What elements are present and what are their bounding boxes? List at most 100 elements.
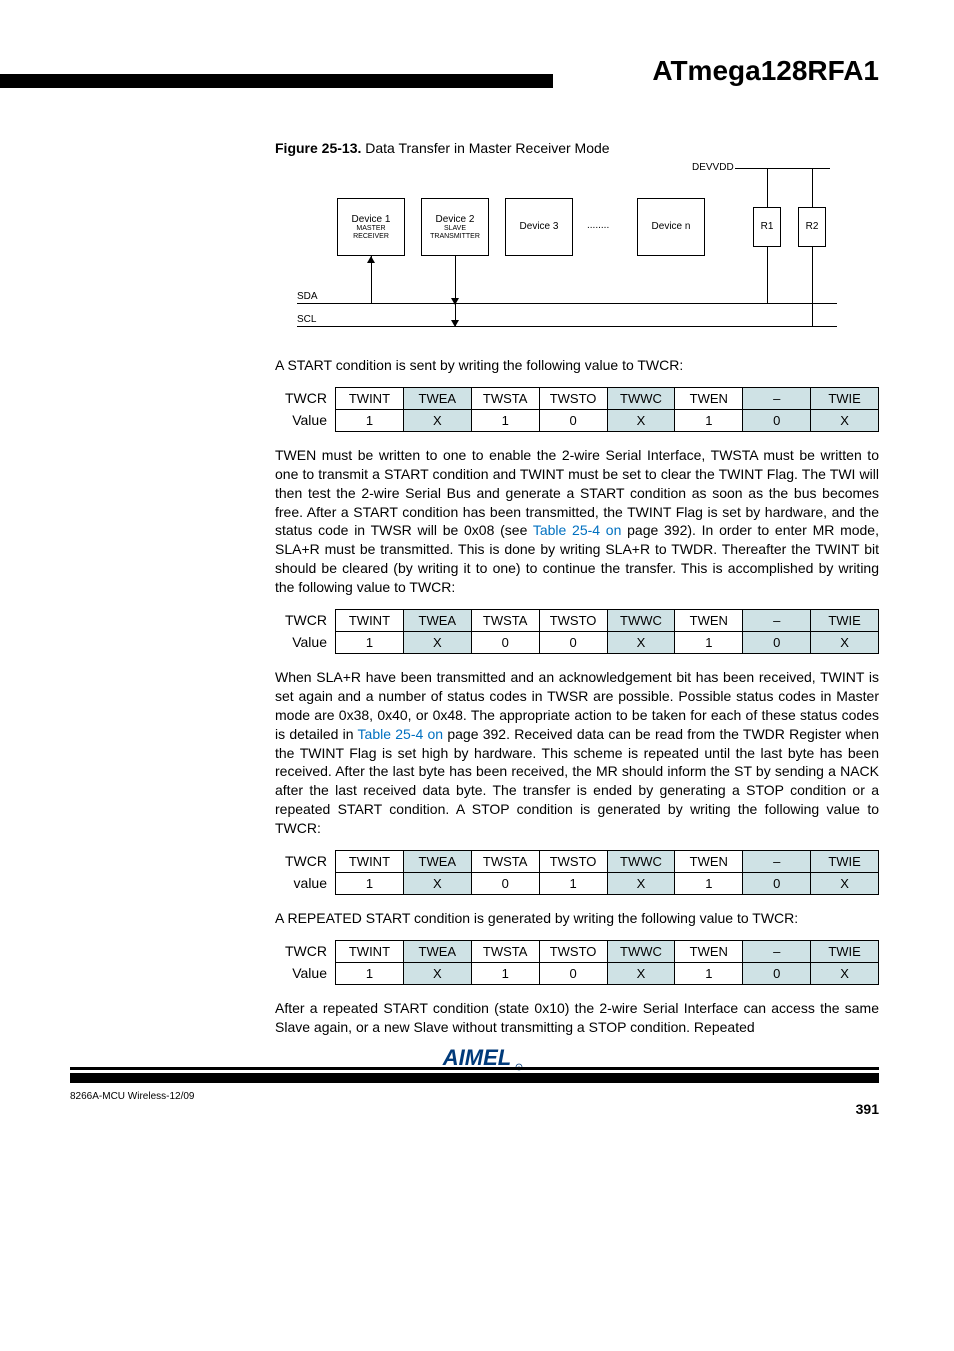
twcr-label: TWCR xyxy=(275,940,327,962)
twcr-header-cell: TWWC xyxy=(607,387,675,409)
twcr-header-cell: TWINT xyxy=(336,610,404,632)
twcr-value-cell: 1 xyxy=(336,962,404,984)
twcr-value-cell: 0 xyxy=(471,873,539,895)
devvdd-label: DEVVDD xyxy=(692,162,734,173)
twcr-value-cell: 1 xyxy=(539,873,607,895)
value-label-lc: value xyxy=(275,872,327,894)
twcr-header-cell: TWIE xyxy=(811,940,879,962)
twcr-value-cell: X xyxy=(607,409,675,431)
twcr-header-cell: TWWC xyxy=(607,610,675,632)
twcr-header-cell: – xyxy=(743,610,811,632)
devicen-name: Device n xyxy=(652,221,691,233)
value-label: Value xyxy=(275,631,327,653)
twcr-header-cell: TWSTA xyxy=(471,387,539,409)
figure-diagram: DEVVDD Device 1 MASTER RECEIVER Device 2… xyxy=(297,162,857,342)
twcr-table-4: TWCR Value TWINTTWEATWSTATWSTOTWWCTWEN–T… xyxy=(275,940,879,985)
device1-name: Device 1 xyxy=(352,214,391,226)
twcr-value-cell: X xyxy=(811,873,879,895)
twcr-header-cell: TWSTA xyxy=(471,610,539,632)
figure-caption-text: Data Transfer in Master Receiver Mode xyxy=(361,140,609,156)
value-label: Value xyxy=(275,962,327,984)
twcr-value-cell: X xyxy=(607,962,675,984)
twcr-value-cell: 1 xyxy=(336,873,404,895)
page-header: ATmega128RFA1 xyxy=(0,0,954,100)
twcr-header-cell: TWWC xyxy=(607,940,675,962)
twcr-header-cell: TWINT xyxy=(336,851,404,873)
twcr-header-cell: TWSTO xyxy=(539,940,607,962)
header-rule xyxy=(0,74,553,88)
twcr-header-cell: TWIE xyxy=(811,387,879,409)
device3-box: Device 3 xyxy=(505,198,573,256)
twcr-value-cell: X xyxy=(811,409,879,431)
footer-docref: 8266A-MCU Wireless-12/09 xyxy=(70,1091,195,1102)
twcr-header-cell: – xyxy=(743,851,811,873)
device2-sub2: TRANSMITTER xyxy=(430,233,480,241)
twcr-value-cell: 1 xyxy=(675,632,743,654)
twcr-header-cell: TWEA xyxy=(403,610,471,632)
device1-sub2: RECEIVER xyxy=(353,233,389,241)
twcr-header-cell: TWEA xyxy=(403,851,471,873)
twcr-header-cell: TWEN xyxy=(675,851,743,873)
r1-label: R1 xyxy=(761,221,774,233)
dots-label: ........ xyxy=(587,220,609,231)
device2-box: Device 2 SLAVE TRANSMITTER xyxy=(421,198,489,256)
twcr-header-cell: TWEN xyxy=(675,940,743,962)
twcr-value-cell: X xyxy=(403,962,471,984)
link-table254-a[interactable]: Table 25-4 on xyxy=(533,522,622,538)
twcr-table-2: TWCR Value TWINTTWEATWSTATWSTOTWWCTWEN–T… xyxy=(275,609,879,654)
device2-name: Device 2 xyxy=(436,214,475,226)
twcr-value-cell: 0 xyxy=(743,962,811,984)
twcr-value-cell: X xyxy=(403,409,471,431)
r1-box: R1 xyxy=(753,207,781,247)
page-footer: AIMEL R 8266A-MCU Wireless-12/09 391 xyxy=(0,1067,954,1127)
twcr-header-cell: TWIE xyxy=(811,851,879,873)
twcr-label: TWCR xyxy=(275,850,327,872)
figure-caption-bold: Figure 25-13. xyxy=(275,140,361,156)
twcr-label: TWCR xyxy=(275,387,327,409)
devicen-box: Device n xyxy=(637,198,705,256)
twcr-header-cell: TWWC xyxy=(607,851,675,873)
para-start: A START condition is sent by writing the… xyxy=(275,356,879,375)
twcr-header-cell: TWSTO xyxy=(539,610,607,632)
figure-caption: Figure 25-13. Data Transfer in Master Re… xyxy=(275,140,879,156)
sda-label: SDA xyxy=(297,291,318,302)
twcr-header-cell: TWEA xyxy=(403,940,471,962)
chip-title: ATmega128RFA1 xyxy=(652,55,879,87)
value-label: Value xyxy=(275,409,327,431)
device2-sub1: SLAVE xyxy=(444,225,466,233)
atmel-logo: AIMEL R xyxy=(427,1045,527,1076)
r2-box: R2 xyxy=(798,207,826,247)
para-twen: TWEN must be written to one to enable th… xyxy=(275,446,879,597)
twcr-value-cell: X xyxy=(607,632,675,654)
twcr-table-3: TWCR value TWINTTWEATWSTATWSTOTWWCTWEN–T… xyxy=(275,850,879,895)
twcr-value-cell: 1 xyxy=(675,962,743,984)
twcr-value-cell: 0 xyxy=(539,632,607,654)
twcr-header-cell: TWEN xyxy=(675,387,743,409)
twcr-header-cell: TWINT xyxy=(336,387,404,409)
twcr-value-cell: 1 xyxy=(675,409,743,431)
para-sla-2: page 392. Received data can be read from… xyxy=(275,726,879,836)
para-after: After a repeated START condition (state … xyxy=(275,999,879,1037)
twcr-value-cell: X xyxy=(403,873,471,895)
twcr-value-cell: 0 xyxy=(743,873,811,895)
twcr-value-cell: 0 xyxy=(539,409,607,431)
twcr-header-cell: TWSTA xyxy=(471,851,539,873)
page-number: 391 xyxy=(856,1101,879,1117)
twcr-table-1: TWCR Value TWINTTWEATWSTATWSTOTWWCTWEN–T… xyxy=(275,387,879,432)
twcr-value-cell: X xyxy=(607,873,675,895)
twcr-header-cell: TWSTA xyxy=(471,940,539,962)
twcr-value-cell: 1 xyxy=(336,409,404,431)
device1-sub1: MASTER xyxy=(356,225,385,233)
document-body: Figure 25-13. Data Transfer in Master Re… xyxy=(275,100,879,1037)
link-table254-b[interactable]: Table 25-4 on xyxy=(358,726,444,742)
twcr-value-cell: 0 xyxy=(743,632,811,654)
twcr-value-cell: 0 xyxy=(539,962,607,984)
para-sla: When SLA+R have been transmitted and an … xyxy=(275,668,879,838)
scl-label: SCL xyxy=(297,314,316,325)
twcr-header-cell: TWIE xyxy=(811,610,879,632)
twcr-header-cell: TWEA xyxy=(403,387,471,409)
twcr-value-cell: 1 xyxy=(471,409,539,431)
twcr-value-cell: 1 xyxy=(336,632,404,654)
twcr-header-cell: – xyxy=(743,387,811,409)
twcr-label: TWCR xyxy=(275,609,327,631)
